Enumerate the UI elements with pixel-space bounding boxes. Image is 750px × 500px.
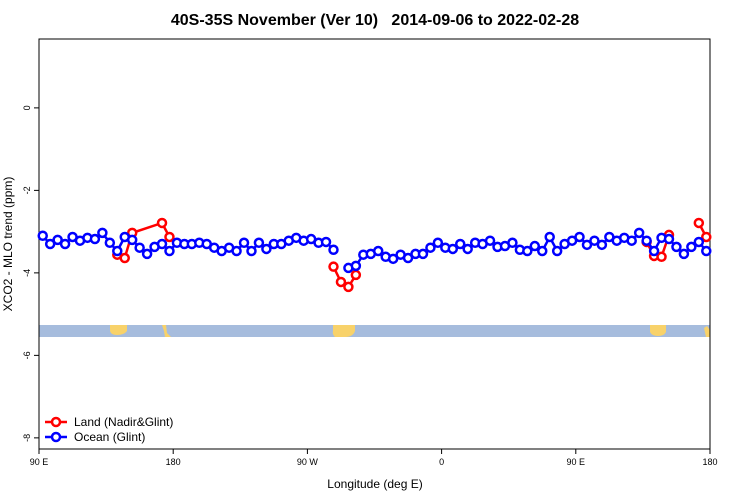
data-point — [343, 281, 354, 293]
data-point — [164, 245, 175, 257]
land-blob — [332, 325, 355, 337]
x-tick-label: 90 E — [30, 457, 49, 467]
data-point — [641, 235, 652, 246]
data-point — [231, 245, 242, 257]
legend-label: Land (Nadir&Glint) — [74, 415, 173, 429]
data-point — [507, 237, 518, 249]
data-point — [701, 245, 712, 257]
data-point — [701, 231, 712, 243]
chart-title: 40S-35S November (Ver 10) 2014-09-06 to … — [171, 12, 579, 29]
data-point — [484, 235, 496, 246]
data-point — [253, 237, 265, 249]
data-point — [328, 244, 339, 256]
x-tick-label: 180 — [166, 457, 181, 467]
data-point — [693, 217, 705, 229]
y-axis-label: XCO2 - MLO trend (ppm) — [1, 177, 15, 312]
data-point — [59, 238, 71, 250]
data-point — [402, 252, 414, 264]
data-point — [663, 233, 675, 245]
data-point — [44, 238, 56, 250]
land-blob — [162, 325, 171, 337]
data-point — [425, 242, 436, 253]
data-point — [581, 239, 593, 251]
x-tick-label: 180 — [702, 457, 717, 467]
plot-frame — [38, 38, 711, 450]
data-point — [417, 248, 429, 260]
legend-marker — [50, 416, 62, 428]
data-point — [350, 269, 362, 281]
data-point — [589, 235, 600, 246]
data-point — [648, 245, 660, 257]
x-axis-label: Longitude (deg E) — [327, 477, 422, 491]
data-point — [529, 240, 541, 252]
data-point — [596, 239, 608, 251]
data-point — [671, 241, 682, 253]
data-point — [37, 230, 48, 242]
x-tick-label: 90 E — [567, 457, 586, 467]
data-point — [335, 276, 347, 288]
x-tick-label: 90 W — [297, 457, 319, 467]
data-point — [574, 231, 585, 243]
data-point — [156, 238, 168, 250]
data-point — [686, 241, 697, 253]
x-tick-label: 0 — [439, 457, 444, 467]
data-point — [454, 238, 466, 250]
y-tick-label: -4 — [22, 269, 32, 277]
data-point — [126, 234, 138, 246]
data-point — [320, 236, 332, 248]
data-point — [387, 253, 399, 265]
ocean-strip — [39, 325, 710, 337]
data-point — [633, 227, 645, 239]
data-point — [537, 245, 548, 257]
data-point — [164, 231, 175, 243]
data-point — [656, 251, 667, 263]
y-tick-label: -2 — [22, 186, 32, 194]
data-point — [246, 245, 257, 257]
y-tick-label: -6 — [22, 351, 32, 359]
data-point — [261, 243, 272, 255]
data-point — [328, 261, 339, 272]
data-point — [350, 260, 362, 272]
data-point — [141, 248, 153, 260]
data-point — [112, 245, 123, 257]
data-point — [462, 243, 473, 255]
data-point — [432, 237, 444, 249]
data-point — [52, 234, 63, 246]
legend-label: Ocean (Glint) — [74, 430, 145, 444]
land-blob — [704, 326, 710, 337]
data-point — [89, 233, 101, 245]
land-blob — [110, 325, 127, 335]
legend-marker — [50, 431, 62, 443]
data-point — [551, 245, 563, 257]
data-point — [626, 235, 637, 246]
map-strip — [39, 325, 710, 337]
data-point — [522, 245, 533, 257]
data-point — [97, 227, 108, 239]
data-point — [156, 217, 168, 229]
data-point — [447, 243, 459, 255]
data-point — [104, 237, 116, 249]
data-point — [238, 237, 250, 249]
data-point — [544, 231, 555, 243]
data-point — [678, 248, 690, 260]
data-point — [693, 236, 705, 248]
land-blob — [650, 325, 666, 336]
y-tick-label: 0 — [22, 105, 32, 110]
data-point — [119, 252, 130, 264]
data-point — [372, 245, 384, 257]
data-point — [134, 242, 145, 253]
y-tick-label: -8 — [22, 434, 32, 442]
